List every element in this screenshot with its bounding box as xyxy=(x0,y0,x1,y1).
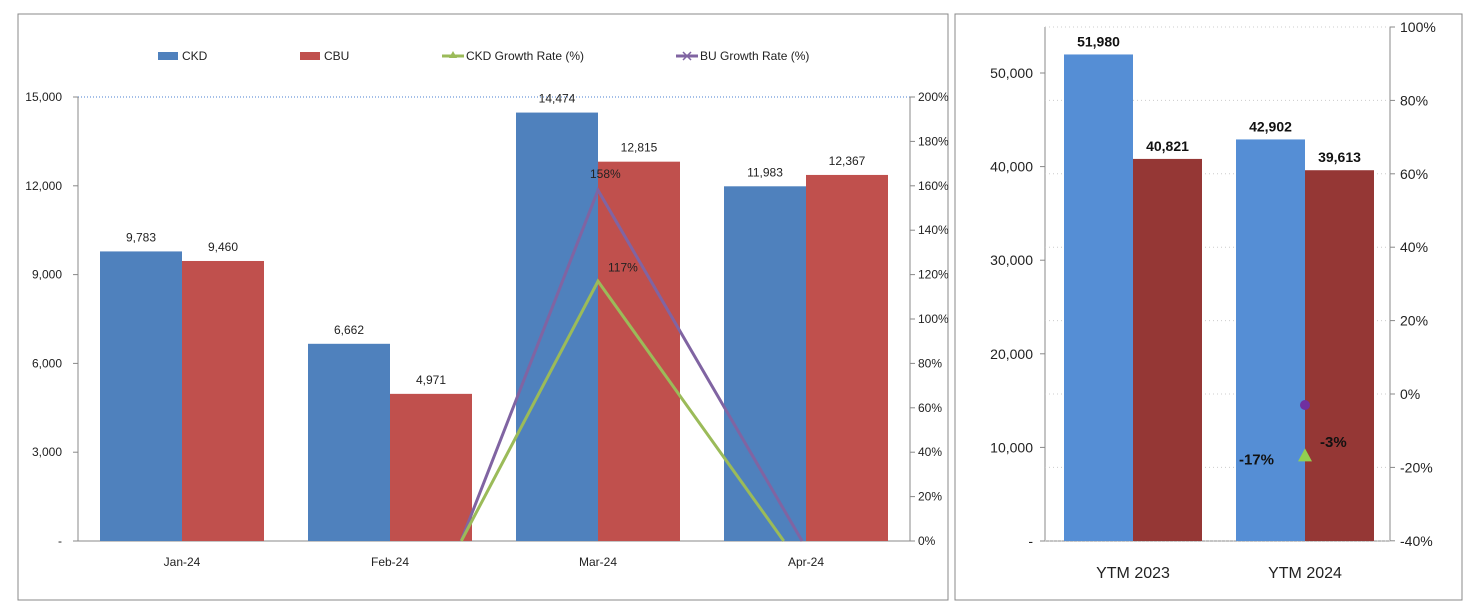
x-tick-label: Mar-24 xyxy=(579,555,617,569)
y-tick-label: - xyxy=(1028,533,1033,549)
cbu-bar xyxy=(1305,170,1374,541)
growth-label: 117% xyxy=(608,260,638,274)
legend-label: CKD Growth Rate (%) xyxy=(466,49,584,63)
y-tick-label: 40,000 xyxy=(990,159,1033,175)
data-label: 12,367 xyxy=(829,154,866,168)
y2-tick-label: 140% xyxy=(918,223,949,237)
cbu-bar xyxy=(390,393,472,541)
data-label: 42,902 xyxy=(1249,118,1292,134)
x-marker-icon xyxy=(682,51,692,61)
legend-label: BU Growth Rate (%) xyxy=(700,49,809,63)
data-label: 40,821 xyxy=(1146,138,1189,154)
right-chart-frame xyxy=(954,13,1463,601)
x-tick-label: Apr-24 xyxy=(788,555,824,569)
data-label: 12,815 xyxy=(621,141,658,155)
y2-tick-label: -40% xyxy=(1400,533,1433,549)
legend-label: CKD xyxy=(182,49,208,63)
left-chart-frame xyxy=(17,13,949,601)
ckd-growth-label: -17% xyxy=(1239,451,1274,468)
y2-tick-label: 100% xyxy=(1400,19,1436,35)
data-label: 6,662 xyxy=(334,323,364,337)
ckd-bar xyxy=(100,251,182,541)
growth-line-3 xyxy=(459,186,804,542)
ckd-bar xyxy=(1236,139,1305,541)
y-tick-label: 9,000 xyxy=(32,268,62,282)
y2-tick-label: 0% xyxy=(918,534,936,548)
cbu-bar xyxy=(182,260,264,541)
growth-label: 158% xyxy=(590,167,621,181)
data-label: 4,971 xyxy=(416,373,446,387)
data-label: 39,613 xyxy=(1318,149,1361,165)
data-label: 9,783 xyxy=(126,230,156,244)
y-tick-label: - xyxy=(58,534,62,548)
y2-tick-label: 180% xyxy=(918,134,949,148)
x-tick-label: Jan-24 xyxy=(164,555,201,569)
ckd-bar xyxy=(308,343,390,541)
legend-swatch-1 xyxy=(300,52,320,60)
cbu-growth-label: -3% xyxy=(1320,434,1347,451)
y2-tick-label: 60% xyxy=(918,401,942,415)
growth-line-2 xyxy=(459,278,785,542)
y-tick-label: 50,000 xyxy=(990,65,1033,81)
cbu-bar xyxy=(598,161,680,541)
y2-tick-label: 20% xyxy=(1400,313,1428,329)
cbu-growth-point xyxy=(1300,400,1310,411)
y2-tick-label: 0% xyxy=(1400,386,1420,402)
y-tick-label: 12,000 xyxy=(25,179,62,193)
y-tick-label: 30,000 xyxy=(990,252,1033,268)
ckd-bar xyxy=(1064,54,1133,542)
cbu-bar xyxy=(1133,158,1202,541)
y2-tick-label: 20% xyxy=(918,490,942,504)
data-label: 9,460 xyxy=(208,240,238,254)
data-label: 14,474 xyxy=(539,92,576,106)
x-tick-label: YTM 2024 xyxy=(1268,565,1342,582)
legend-swatch-0 xyxy=(158,52,178,60)
y-tick-label: 15,000 xyxy=(25,90,62,104)
x-tick-label: YTM 2023 xyxy=(1096,565,1170,582)
y2-tick-label: 200% xyxy=(918,90,949,104)
y-tick-label: 20,000 xyxy=(990,346,1033,362)
y2-tick-label: 40% xyxy=(918,445,942,459)
y2-tick-label: 120% xyxy=(918,268,949,282)
y-tick-label: 10,000 xyxy=(990,439,1033,455)
y2-tick-label: 80% xyxy=(918,356,942,370)
y2-tick-label: 60% xyxy=(1400,166,1428,182)
y2-tick-label: 80% xyxy=(1400,92,1428,108)
y2-tick-label: 40% xyxy=(1400,239,1428,255)
data-label: 11,983 xyxy=(747,165,783,179)
ckd-bar xyxy=(724,186,806,541)
data-label: 51,980 xyxy=(1077,33,1120,49)
ckd-bar xyxy=(516,112,598,541)
x-tick-label: Feb-24 xyxy=(371,555,409,569)
y2-tick-label: -20% xyxy=(1400,459,1433,475)
legend-label: CBU xyxy=(324,49,349,63)
cbu-bar xyxy=(806,174,888,541)
y2-tick-label: 160% xyxy=(918,179,949,193)
triangle-marker-icon xyxy=(449,51,457,58)
y2-tick-label: 100% xyxy=(918,312,949,326)
ckd-growth-triangle-marker-icon xyxy=(1298,448,1312,462)
y-tick-label: 3,000 xyxy=(32,445,62,459)
y-tick-label: 6,000 xyxy=(32,356,62,370)
